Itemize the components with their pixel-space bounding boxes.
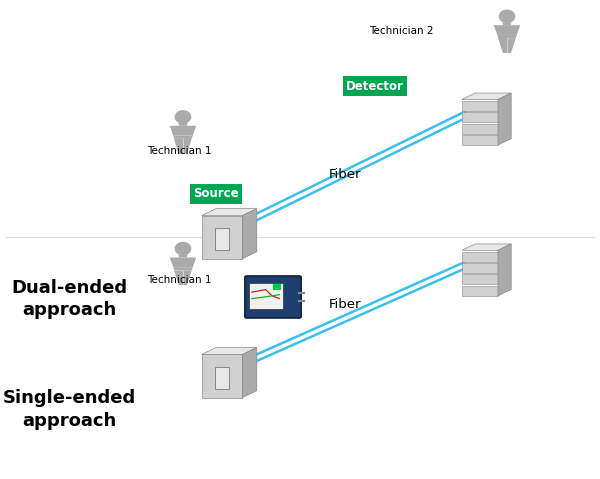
Text: Technician 1: Technician 1	[147, 275, 212, 285]
Polygon shape	[184, 139, 192, 154]
Text: Technician 2: Technician 2	[369, 26, 433, 36]
Text: Dual-ended
approach: Dual-ended approach	[11, 279, 127, 319]
Polygon shape	[494, 25, 520, 35]
Polygon shape	[242, 209, 257, 259]
Polygon shape	[202, 348, 257, 354]
Polygon shape	[508, 38, 515, 53]
Text: Fiber: Fiber	[329, 168, 361, 182]
Circle shape	[499, 10, 515, 23]
Polygon shape	[502, 23, 512, 25]
Polygon shape	[498, 93, 511, 145]
Polygon shape	[202, 354, 242, 398]
Polygon shape	[184, 271, 192, 285]
Polygon shape	[498, 244, 511, 296]
Polygon shape	[178, 255, 188, 258]
Polygon shape	[462, 93, 511, 100]
Polygon shape	[202, 209, 257, 216]
Polygon shape	[173, 136, 193, 139]
FancyBboxPatch shape	[248, 283, 283, 309]
Polygon shape	[462, 274, 498, 285]
Polygon shape	[462, 244, 511, 251]
Text: Fiber: Fiber	[329, 297, 361, 311]
Polygon shape	[462, 286, 498, 296]
FancyBboxPatch shape	[273, 284, 281, 290]
Text: Single-ended
approach: Single-ended approach	[2, 389, 136, 430]
Polygon shape	[170, 126, 196, 136]
Polygon shape	[462, 135, 498, 145]
Polygon shape	[202, 216, 242, 259]
Polygon shape	[178, 123, 188, 126]
Polygon shape	[462, 124, 498, 134]
Circle shape	[175, 242, 191, 255]
Text: Source: Source	[193, 187, 239, 201]
Polygon shape	[173, 267, 193, 271]
Polygon shape	[462, 251, 498, 262]
Circle shape	[175, 111, 191, 123]
Polygon shape	[215, 367, 229, 389]
Polygon shape	[462, 263, 498, 273]
Text: Technician 1: Technician 1	[147, 146, 212, 156]
Polygon shape	[170, 258, 196, 267]
FancyBboxPatch shape	[245, 276, 301, 318]
Polygon shape	[242, 348, 257, 398]
Polygon shape	[462, 112, 498, 122]
Polygon shape	[462, 101, 498, 111]
Polygon shape	[499, 38, 506, 53]
Polygon shape	[174, 271, 182, 285]
Text: Detector: Detector	[346, 80, 404, 93]
Polygon shape	[215, 228, 229, 250]
Polygon shape	[497, 35, 517, 38]
Polygon shape	[174, 139, 182, 154]
